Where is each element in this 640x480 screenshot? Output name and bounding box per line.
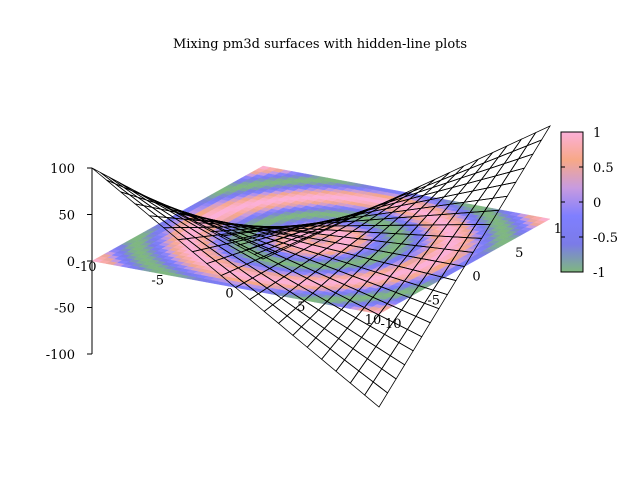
y-tick-label: 5: [515, 246, 523, 261]
hidden-line-mesh: [91, 125, 552, 408]
x-tick-label: 0: [225, 287, 233, 302]
z-tick-label: -100: [46, 348, 75, 363]
y-tick-label: 0: [472, 270, 480, 285]
colorbar: 1 0.5 0 -0.5 -1: [560, 126, 618, 281]
x-tick-label: -10: [76, 260, 97, 275]
pm3d-surface: [91, 165, 551, 315]
colorbar-tick-label: -1: [593, 266, 606, 281]
colorbar-tick-label: 1: [593, 126, 601, 141]
mesh-cell: [364, 381, 389, 408]
mesh-cell: [91, 167, 116, 184]
y-tick-label: -10: [381, 317, 402, 332]
colorbar-tick-label: 0: [593, 196, 601, 211]
z-tick-label: 100: [50, 162, 75, 177]
chart-title: Mixing pm3d surfaces with hidden-line pl…: [173, 37, 467, 52]
z-axis: 100 50 0 -50 -100: [46, 162, 93, 363]
z-tick-label: 0: [67, 255, 75, 270]
x-axis-ticks: -10 -5 0 5 10: [76, 260, 382, 328]
x-tick-label: 10: [365, 313, 382, 328]
x-tick-label: -5: [151, 273, 164, 288]
y-tick-label: -5: [427, 293, 440, 308]
z-tick-label: -50: [54, 302, 75, 317]
x-tick-label: 5: [297, 300, 305, 315]
surface-cell: [537, 217, 551, 222]
colorbar-tick-label: -0.5: [593, 231, 618, 246]
z-tick-label: 50: [58, 209, 75, 224]
colorbar-tick-label: 0.5: [593, 161, 614, 176]
